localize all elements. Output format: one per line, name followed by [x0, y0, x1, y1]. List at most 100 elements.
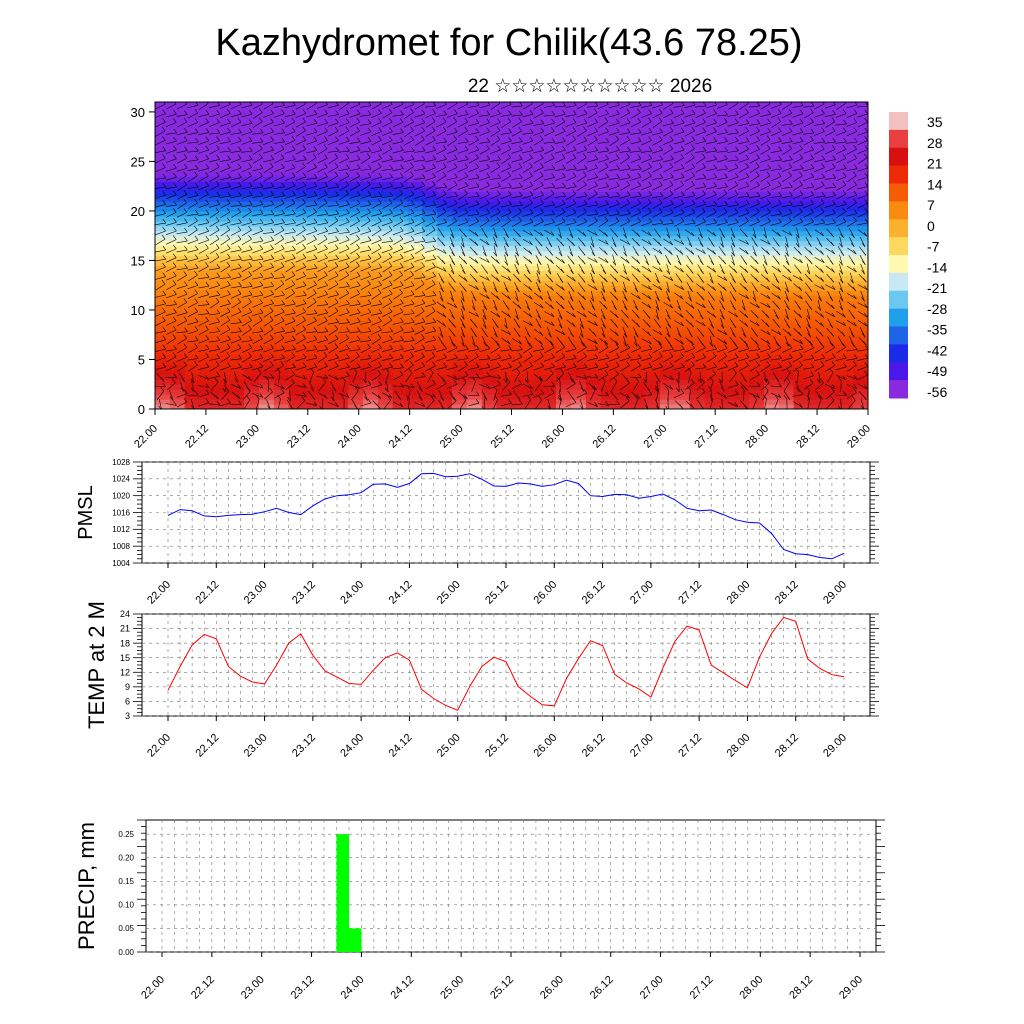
colorbar-label: -7: [927, 239, 940, 255]
temp-2m-ytick-label: 12: [120, 667, 130, 677]
colorbar-label: 21: [927, 156, 943, 172]
cs-xtick-label: 22.00: [132, 423, 160, 451]
cs-xtick-label: 23.12: [285, 423, 313, 451]
pmsl-ytick-label: 1020: [112, 491, 130, 500]
colorbar-swatch: [889, 308, 908, 328]
cs-ytick-label: 30: [131, 105, 145, 120]
colorbar-label: -14: [927, 259, 947, 275]
colorbar-label: -56: [927, 384, 947, 400]
precip-xtick-label: 22.00: [139, 974, 167, 1002]
cs-xtick-label: 29.00: [845, 423, 873, 451]
pmsl-ytick-label: 1028: [112, 458, 130, 467]
colorbar-label: -35: [927, 322, 947, 338]
temp-2m-xtick-label: 29.00: [821, 732, 849, 760]
pmsl-xtick-label: 25.00: [435, 579, 463, 607]
precip-xtick-label: 28.12: [787, 974, 815, 1002]
pmsl-ytick-label: 1012: [112, 525, 130, 534]
pmsl-ylabel: PMSL: [75, 485, 97, 539]
temp-2m-xtick-label: 22.12: [193, 732, 221, 760]
colorbar-label: -49: [927, 363, 947, 379]
pmsl-xtick-label: 26.12: [580, 579, 608, 607]
cs-xtick-label: 26.00: [540, 423, 568, 451]
chart-title: Kazhydromet for Chilik(43.6 78.25): [215, 22, 802, 64]
colorbar-swatch: [889, 201, 908, 220]
cs-ytick-label: 5: [138, 352, 145, 367]
temp-2m-ytick-label: 3: [125, 711, 130, 721]
colorbar-label: -42: [927, 342, 947, 358]
colorbar-swatch: [889, 344, 908, 363]
colorbar-swatch: [889, 183, 908, 202]
precip-ytick-label: 0.20: [118, 854, 134, 863]
pmsl-xtick-label: 29.00: [821, 579, 849, 607]
cs-xtick-label: 27.00: [641, 423, 669, 451]
colorbar-label: -21: [927, 280, 947, 296]
pmsl-ytick-label: 1004: [112, 559, 130, 568]
cs-ytick-label: 15: [131, 253, 145, 268]
cs-ytick-label: 0: [138, 402, 145, 417]
temp-2m-xtick-label: 28.00: [725, 732, 753, 760]
pmsl-ytick-label: 1016: [112, 508, 130, 517]
cs-xtick-label: 28.12: [794, 423, 822, 451]
precip-xtick-label: 22.12: [189, 974, 217, 1002]
cs-xtick-label: 24.12: [387, 423, 415, 451]
temp-2m-panel: 3 6 9 12 15 18 21 24 22.00 22.12 23.00 23.12 24.00 24…: [84, 601, 879, 760]
pmsl-xtick-label: 26.00: [531, 579, 559, 607]
temp-2m-ytick-label: 21: [120, 624, 130, 634]
cs-xtick-label: 25.12: [489, 423, 517, 451]
pmsl-xtick-label: 24.00: [338, 579, 366, 607]
precip-xtick-label: 24.12: [388, 974, 416, 1002]
precip-xtick-label: 25.12: [488, 974, 516, 1002]
pmsl-xtick-label: 25.12: [483, 579, 511, 607]
pmsl-minor-ticks: [133, 461, 879, 564]
cs-xtick-label: 26.12: [591, 423, 619, 451]
colorbar-swatch: [889, 380, 908, 399]
colorbar-label: -28: [927, 301, 947, 317]
temp-2m-xtick-label: 27.00: [628, 732, 656, 760]
pmsl-xtick-label: 23.12: [290, 579, 318, 607]
temp-2m-ytick-label: 18: [120, 638, 130, 648]
temp-2m-xtick-label: 28.12: [773, 732, 801, 760]
temp-2m-ytick-label: 9: [125, 682, 130, 692]
colorbar-swatch: [889, 165, 908, 185]
cs-xtick-label: 28.00: [743, 423, 771, 451]
cs-ytick-label: 20: [131, 204, 145, 219]
cs-xtick-label: 23.00: [234, 423, 262, 451]
pmsl-xtick-label: 28.12: [773, 579, 801, 607]
precip-minor-ticks: [137, 819, 885, 953]
temp-2m-xtick-label: 23.00: [242, 732, 270, 760]
pmsl-xtick-label: 24.12: [387, 579, 415, 607]
colorbar-swatch: [889, 362, 908, 381]
temp-2m-ylabel: TEMP at 2 M: [84, 601, 109, 729]
cs-ytick-label: 10: [131, 303, 145, 318]
precip-ytick-label: 0.10: [118, 901, 134, 910]
colorbar-label: 7: [927, 197, 935, 213]
chart-subtitle: 22 ☆☆☆☆☆☆☆☆☆☆ 2026: [468, 76, 712, 97]
precip-grid: [146, 820, 876, 953]
precip-xtick-label: 26.00: [538, 974, 566, 1002]
precip-xtick-label: 23.00: [239, 974, 267, 1002]
temp-2m-ytick-label: 6: [125, 697, 130, 707]
colorbar-swatch: [889, 272, 908, 292]
precip-ytick-label: 0.15: [118, 877, 134, 886]
pmsl-xtick-label: 23.00: [242, 579, 270, 607]
temp-2m-xtick-label: 24.00: [338, 732, 366, 760]
wind-barbs: [155, 102, 868, 409]
temp-2m-minor-ticks: [133, 613, 879, 717]
temp-2m-xtick-label: 26.12: [580, 732, 608, 760]
precip-xtick-label: 27.12: [688, 974, 716, 1002]
temp-2m-xtick-label: 27.12: [676, 732, 704, 760]
precip-xtick-label: 26.12: [588, 974, 616, 1002]
cs-xtick-label: 27.12: [692, 423, 720, 451]
precip-xtick-label: 23.12: [289, 974, 317, 1002]
colorbar: 35 28 21 14 7 0 -7 -14 -21 -28 -35 -42 -49 -56: [889, 112, 947, 400]
colorbar-label: 14: [927, 176, 943, 192]
temp-2m-xtick-label: 24.12: [387, 732, 415, 760]
pmsl-xtick-label: 28.00: [725, 579, 753, 607]
colorbar-swatch: [889, 219, 908, 238]
precip-panel: 0.00 0.05 0.10 0.15 0.20 0.25 22.00 22.12 23.00 2…: [74, 819, 885, 1002]
pmsl-xtick-label: 27.12: [676, 579, 704, 607]
pmsl-ytick-label: 1024: [112, 475, 130, 484]
temp-2m-xtick-label: 26.00: [531, 732, 559, 760]
precip-ytick-label: 0.25: [118, 830, 134, 839]
